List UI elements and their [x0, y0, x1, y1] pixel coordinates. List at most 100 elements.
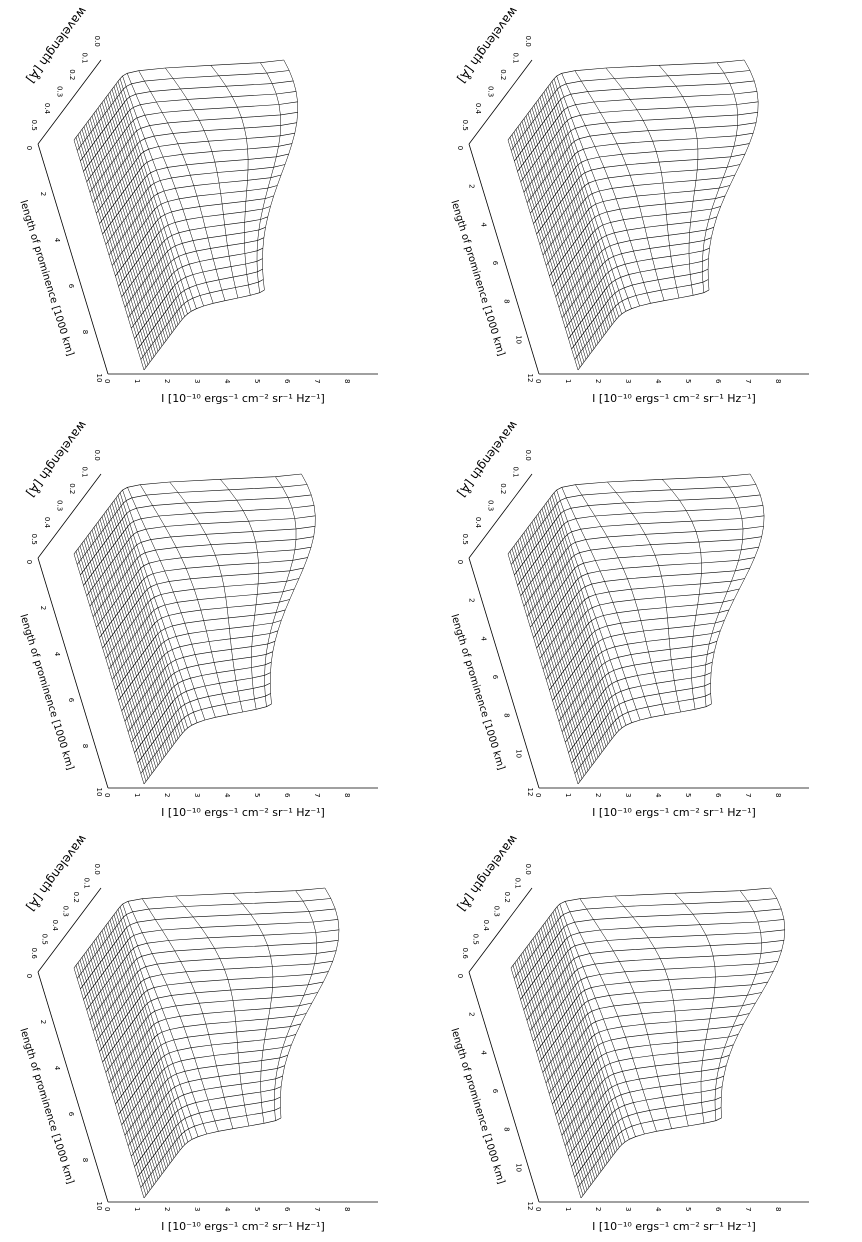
mesh-line-wavelength — [514, 962, 586, 1193]
surface-plot-3: 0 2 4 6 8 10 0.00.10.20.30.40.50.6 0 1 2 3 4 5 6 7 8 len… — [17, 832, 378, 1233]
mesh-line-x — [76, 898, 331, 979]
mesh-line-wavelength — [507, 553, 579, 785]
mesh — [510, 887, 786, 1199]
mesh-line-wavelength — [539, 97, 611, 328]
mesh-line-wavelength — [515, 543, 587, 774]
mesh — [73, 59, 298, 371]
x-tick-label: 6 — [491, 261, 499, 266]
mesh-line-wavelength — [77, 548, 149, 779]
mesh-line-wavelength — [81, 129, 153, 360]
mesh-line-x — [105, 992, 318, 1073]
mesh-line-wavelength — [521, 535, 593, 766]
mesh-line-wavelength — [87, 949, 159, 1180]
surface-plot-2: 0 2 4 6 8 10 0.0 0.1 0.2 0.3 0.4 0.5 0 1 2 3 4 5 6 7 8 length… — [17, 418, 378, 819]
z-tick-label: 3 — [193, 1207, 201, 1211]
x-tick-label: 2 — [39, 1020, 47, 1024]
x-tick-label: 2 — [468, 598, 476, 602]
y-tick-label: 0.0 — [524, 36, 532, 47]
y-axis-title: wavelength [Å] — [24, 418, 91, 500]
z-tick-label: 4 — [654, 793, 662, 798]
mesh-line-wavelength — [264, 476, 297, 707]
y-tick-label: 0.3 — [486, 500, 494, 511]
mesh-line-wavelength — [127, 901, 219, 1132]
mesh-line-wavelength — [543, 91, 615, 323]
y-tick-label: 0.2 — [503, 892, 511, 903]
y-tick-label: 0.5 — [41, 934, 49, 945]
mesh-line-wavelength — [109, 919, 181, 1151]
z-tick-label: 1 — [133, 379, 141, 383]
mesh-line-x — [105, 164, 286, 245]
z-tick-label: 5 — [684, 1207, 692, 1211]
z-tick-label: 5 — [253, 379, 261, 383]
mesh-line-wavelength — [111, 89, 183, 320]
mesh-line-wavelength — [232, 893, 274, 1124]
mesh-line-x — [92, 950, 337, 1031]
mesh-line-wavelength — [517, 540, 589, 771]
mesh-line-x — [571, 682, 711, 764]
y-tick-label: 0.0 — [93, 450, 101, 461]
z-tick-label: 6 — [714, 793, 722, 798]
mesh-line-wavelength — [523, 118, 595, 349]
mesh-line-wavelength — [107, 922, 179, 1153]
mesh-line-x — [529, 950, 782, 1031]
z-tick-label: 7 — [744, 379, 752, 383]
mesh-line-wavelength — [97, 521, 169, 753]
mesh-line-wavelength — [534, 935, 606, 1167]
mesh — [507, 473, 765, 785]
mesh-line-wavelength — [542, 925, 614, 1156]
axes: 0 2 4 6 8 10 0.0 0.1 0.2 0.3 0.4 0.5 0 1 2 3 4 5 6 7 8 length… — [17, 418, 378, 819]
mesh-line-x — [530, 132, 754, 214]
x-tick-label: 6 — [491, 1089, 499, 1094]
mesh-line-wavelength — [91, 943, 163, 1175]
mesh-line-x — [577, 289, 710, 371]
mesh-line-wavelength — [99, 933, 171, 1164]
mesh-line-wavelength — [75, 137, 147, 368]
z-tick-label: 7 — [313, 379, 321, 383]
mesh-line-wavelength — [533, 105, 605, 336]
y-tick-label: 0.4 — [51, 920, 59, 932]
mesh-line-wavelength — [541, 508, 613, 739]
mesh-line-wavelength — [83, 954, 155, 1185]
z-tick-label: 2 — [163, 1207, 171, 1211]
mesh-line-wavelength — [547, 500, 619, 731]
mesh-line-wavelength — [553, 492, 632, 723]
z-tick-label: 0 — [534, 1207, 542, 1211]
x-tick-label: 0 — [25, 146, 33, 150]
mesh-line-wavelength — [122, 489, 206, 721]
x-tick-label: 6 — [491, 675, 499, 680]
mesh-line-wavelength — [507, 139, 579, 371]
x-tick-label: 0 — [456, 560, 464, 564]
y-axis-line — [468, 59, 533, 145]
mesh-line-wavelength — [122, 75, 204, 307]
z-tick-label: 5 — [253, 793, 261, 797]
mesh-line-wavelength — [139, 484, 229, 715]
z-tick-label: 3 — [193, 793, 201, 797]
y-tick-label: 0.3 — [486, 86, 494, 97]
y-tick-label: 0.1 — [512, 466, 520, 477]
y-axis-line — [37, 59, 102, 145]
mesh-line-wavelength — [122, 903, 207, 1135]
x-tick-label: 10 — [95, 788, 103, 797]
mesh-line-wavelength — [85, 537, 157, 769]
z-tick-label: 8 — [774, 379, 782, 383]
mesh-line-wavelength — [103, 927, 175, 1159]
mesh-line-wavelength — [79, 545, 151, 777]
mesh-line-wavelength — [79, 131, 151, 363]
mesh-line-x — [552, 620, 725, 701]
y-tick-label: 0.0 — [524, 450, 532, 461]
y-tick-label: 0.3 — [55, 500, 63, 511]
x-tick-label: 8 — [81, 330, 89, 334]
mesh-line-wavelength — [81, 543, 153, 774]
x-tick-label: 8 — [503, 713, 511, 717]
mesh — [507, 59, 759, 371]
mesh-line-x — [568, 258, 709, 339]
mesh-line-wavelength — [550, 914, 623, 1145]
surface-panel-1: 0 2 4 6 8 10 0.0 0.1 0.2 0.3 0.4 0.5 0 1 2 3 4 5 6 7 8 length… — [0, 0, 431, 414]
z-axis-title: I [10⁻¹⁰ ergs⁻¹ cm⁻² sr⁻¹ Hz⁻¹] — [161, 392, 325, 405]
z-tick-label: 3 — [624, 379, 632, 383]
y-axis-line — [468, 473, 533, 559]
mesh-line-wavelength — [175, 895, 250, 1127]
x-tick-label: 12 — [526, 374, 534, 383]
